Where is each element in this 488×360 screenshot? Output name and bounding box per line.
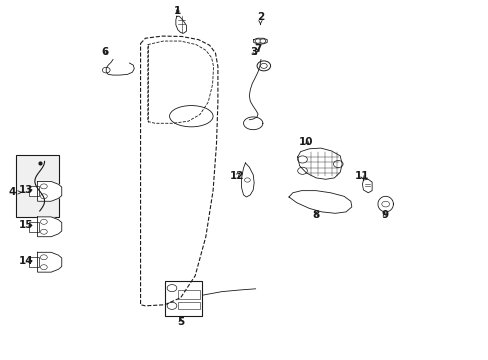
Circle shape	[244, 178, 250, 182]
Bar	[29, 222, 39, 232]
Circle shape	[41, 194, 47, 199]
Bar	[29, 186, 39, 196]
Polygon shape	[176, 16, 186, 33]
Circle shape	[260, 63, 266, 68]
Ellipse shape	[169, 105, 213, 127]
Circle shape	[41, 265, 47, 270]
Polygon shape	[297, 148, 342, 179]
Text: 3: 3	[250, 47, 257, 57]
Circle shape	[255, 39, 261, 43]
Polygon shape	[377, 196, 393, 212]
Bar	[29, 257, 39, 267]
Polygon shape	[38, 252, 61, 272]
Circle shape	[333, 161, 343, 168]
Polygon shape	[288, 191, 351, 213]
Circle shape	[41, 219, 47, 224]
Text: 4: 4	[9, 188, 21, 197]
Text: 1: 1	[174, 5, 181, 15]
Text: 10: 10	[299, 137, 313, 147]
Text: 8: 8	[312, 211, 319, 220]
Bar	[16, 155, 59, 217]
Bar	[178, 290, 199, 299]
Circle shape	[167, 302, 177, 309]
Circle shape	[260, 39, 265, 43]
Bar	[164, 281, 202, 316]
Polygon shape	[38, 217, 61, 237]
Circle shape	[257, 61, 270, 71]
Text: 7: 7	[254, 44, 261, 54]
Circle shape	[167, 284, 177, 292]
Text: 2: 2	[256, 12, 264, 25]
Bar	[178, 302, 199, 309]
Text: 5: 5	[177, 317, 184, 327]
Text: 14: 14	[19, 256, 33, 266]
Text: 11: 11	[354, 171, 369, 181]
Text: 15: 15	[19, 220, 33, 230]
Polygon shape	[362, 179, 371, 193]
Polygon shape	[253, 38, 266, 44]
Text: 13: 13	[19, 185, 33, 195]
Circle shape	[41, 229, 47, 234]
Text: 6: 6	[102, 47, 109, 57]
Polygon shape	[38, 181, 61, 201]
Circle shape	[381, 201, 389, 207]
Circle shape	[41, 184, 47, 189]
Text: 12: 12	[229, 171, 244, 181]
Text: 9: 9	[380, 211, 387, 220]
Polygon shape	[241, 163, 254, 197]
Circle shape	[297, 156, 307, 163]
Circle shape	[102, 67, 110, 73]
Circle shape	[41, 255, 47, 260]
Circle shape	[297, 167, 307, 174]
